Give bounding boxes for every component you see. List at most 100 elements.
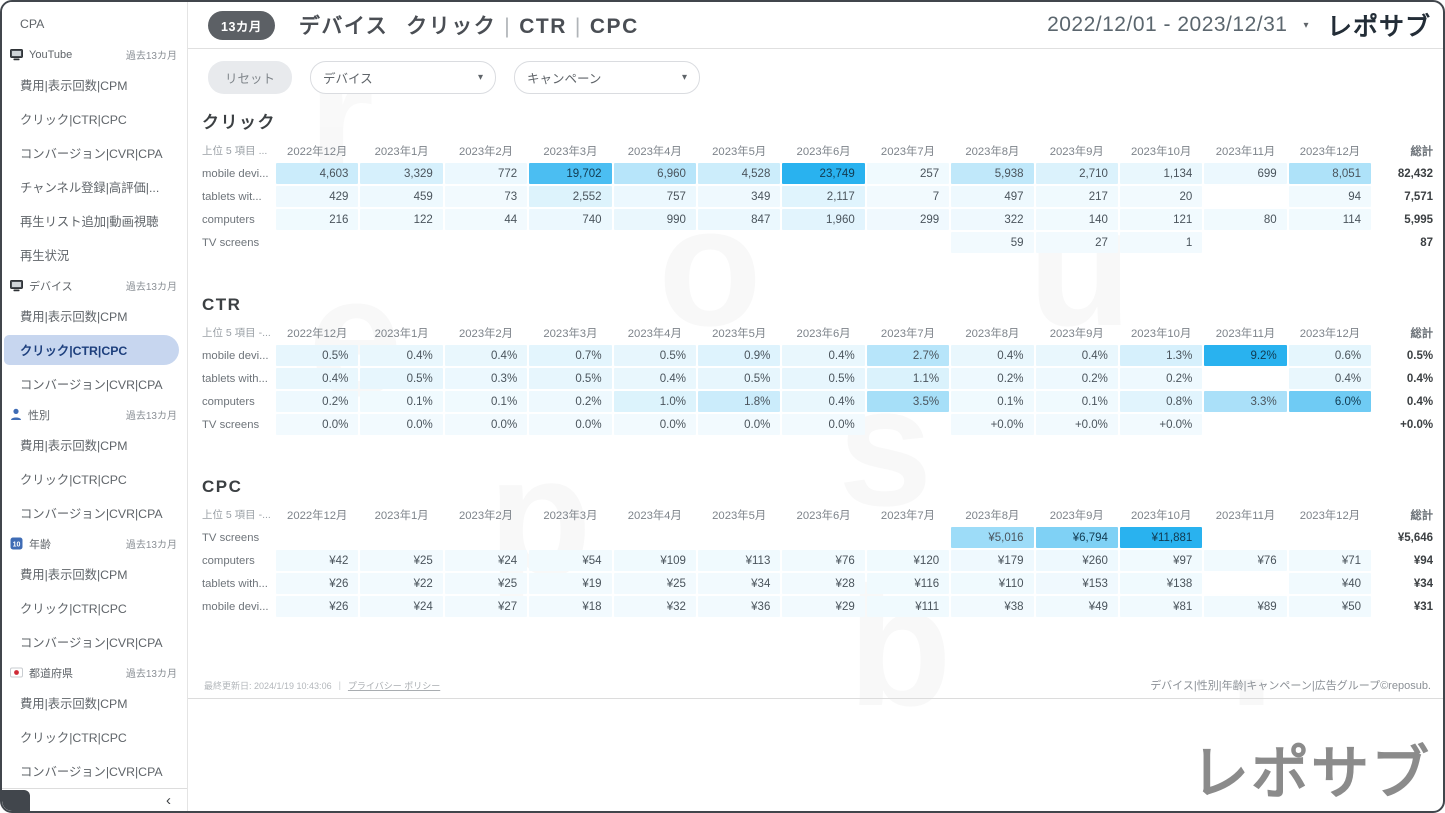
data-cell[interactable] [614, 232, 696, 253]
data-cell[interactable]: 257 [866, 163, 950, 184]
data-cell[interactable]: 0.0% [276, 414, 359, 435]
data-cell[interactable]: ¥26 [276, 596, 359, 617]
data-cell[interactable] [445, 527, 527, 548]
sidebar-item[interactable]: コンバージョン|CVR|CPA [20, 765, 163, 779]
row-label[interactable]: computers [202, 395, 255, 408]
data-cell[interactable]: 0.0% [360, 414, 443, 435]
sidebar-item[interactable]: コンバージョン|CVR|CPA [20, 378, 163, 392]
data-cell[interactable] [1289, 232, 1371, 253]
data-cell[interactable]: ¥18 [529, 596, 612, 617]
data-cell[interactable] [1204, 186, 1286, 207]
data-cell[interactable]: 1.1% [866, 368, 950, 389]
data-cell[interactable] [782, 232, 864, 253]
data-cell[interactable]: 59 [951, 232, 1034, 253]
data-cell[interactable]: 0.2% [1035, 368, 1118, 389]
row-label[interactable]: mobile devi... [202, 600, 269, 613]
data-cell[interactable] [1289, 527, 1371, 548]
sidebar-item[interactable]: コンバージョン|CVR|CPA [20, 636, 163, 650]
sidebar-item[interactable]: コンバージョン|CVR|CPA [20, 147, 163, 161]
data-cell[interactable] [867, 414, 949, 435]
data-cell[interactable]: ¥113 [697, 550, 781, 571]
data-cell[interactable]: 8,051 [1288, 163, 1372, 184]
data-cell[interactable]: ¥120 [866, 550, 950, 571]
data-cell[interactable]: ¥11,881 [1119, 527, 1203, 548]
data-cell[interactable] [698, 232, 780, 253]
data-cell[interactable]: 0.1% [444, 391, 528, 412]
data-cell[interactable]: ¥111 [866, 596, 950, 617]
row-label[interactable]: computers [202, 213, 255, 226]
data-cell[interactable]: 2,710 [1035, 163, 1118, 184]
data-cell[interactable] [529, 232, 611, 253]
data-cell[interactable]: 0.4% [276, 368, 359, 389]
data-cell[interactable] [360, 527, 442, 548]
data-cell[interactable]: 1,960 [782, 209, 865, 230]
data-cell[interactable]: 1,134 [1119, 163, 1203, 184]
data-cell[interactable] [1289, 414, 1371, 435]
row-label[interactable]: TV screens [202, 531, 260, 544]
data-cell[interactable]: 0.7% [529, 345, 612, 366]
date-range-picker[interactable]: 2022/12/01 - 2023/12/31 ▾ [1047, 13, 1309, 37]
data-cell[interactable]: ¥36 [697, 596, 781, 617]
data-cell[interactable]: 757 [613, 186, 696, 207]
data-cell[interactable]: 0.1% [1035, 391, 1118, 412]
data-cell[interactable]: ¥29 [782, 596, 865, 617]
row-label[interactable]: mobile devi... [202, 167, 269, 180]
data-cell[interactable]: ¥109 [613, 550, 696, 571]
row-label[interactable]: TV screens [202, 418, 260, 431]
reset-button[interactable]: リセット [208, 61, 293, 94]
sidebar-item[interactable]: 費用|表示回数|CPM [20, 568, 128, 582]
data-cell[interactable]: 2,552 [529, 186, 612, 207]
sidebar-item[interactable]: 費用|表示回数|CPM [20, 697, 128, 711]
data-cell[interactable]: ¥6,794 [1035, 527, 1118, 548]
sidebar-item[interactable]: クリック|CTR|CPC [20, 113, 127, 127]
data-cell[interactable]: 216 [276, 209, 359, 230]
data-cell[interactable]: 122 [360, 209, 443, 230]
data-cell[interactable]: 0.0% [613, 414, 696, 435]
data-cell[interactable]: ¥25 [613, 573, 696, 594]
data-cell[interactable]: 0.0% [782, 414, 865, 435]
data-cell[interactable]: 0.4% [951, 345, 1034, 366]
data-cell[interactable]: 20 [1119, 186, 1203, 207]
data-cell[interactable]: ¥50 [1288, 596, 1372, 617]
data-cell[interactable]: ¥19 [529, 573, 612, 594]
data-cell[interactable]: 349 [697, 186, 781, 207]
data-cell[interactable] [782, 527, 864, 548]
data-cell[interactable]: ¥38 [951, 596, 1034, 617]
data-cell[interactable]: 6,960 [613, 163, 696, 184]
campaign-filter-dropdown[interactable]: キャンペーン ▾ [514, 61, 701, 94]
data-cell[interactable]: 0.4% [444, 345, 528, 366]
data-cell[interactable]: 0.4% [613, 368, 696, 389]
data-cell[interactable] [1204, 232, 1286, 253]
data-cell[interactable]: 121 [1119, 209, 1203, 230]
data-cell[interactable]: 0.0% [697, 414, 781, 435]
data-cell[interactable]: 0.5% [360, 368, 443, 389]
privacy-policy-link[interactable]: プライバシー ポリシー [347, 680, 441, 691]
data-cell[interactable]: 94 [1288, 186, 1372, 207]
sidebar-item[interactable]: チャンネル登録|高評価|... [20, 181, 160, 195]
data-cell[interactable]: ¥153 [1035, 573, 1118, 594]
data-cell[interactable]: 0.4% [1035, 345, 1118, 366]
data-cell[interactable]: ¥49 [1035, 596, 1118, 617]
data-cell[interactable]: 114 [1288, 209, 1372, 230]
data-cell[interactable]: 0.1% [951, 391, 1034, 412]
device-filter-dropdown[interactable]: デバイス ▾ [310, 61, 497, 94]
data-cell[interactable]: ¥81 [1119, 596, 1203, 617]
data-cell[interactable]: 1 [1119, 232, 1203, 253]
data-cell[interactable]: ¥260 [1035, 550, 1118, 571]
data-cell[interactable]: ¥76 [1204, 550, 1287, 571]
data-cell[interactable]: 80 [1204, 209, 1287, 230]
data-cell[interactable]: 0.6% [1288, 345, 1372, 366]
data-cell[interactable] [1204, 368, 1286, 389]
data-cell[interactable]: 459 [360, 186, 443, 207]
data-cell[interactable]: 0.5% [782, 368, 865, 389]
collapse-chevron-icon[interactable]: ‹ [166, 791, 171, 809]
data-cell[interactable]: 27 [1035, 232, 1118, 253]
sidebar-item[interactable]: クリック|CTR|CPC [20, 473, 127, 487]
data-cell[interactable]: 699 [1204, 163, 1287, 184]
sidebar-item[interactable]: クリック|CTR|CPC [20, 731, 127, 745]
data-cell[interactable] [445, 232, 527, 253]
data-cell[interactable]: 0.5% [697, 368, 781, 389]
data-cell[interactable]: 0.1% [360, 391, 443, 412]
data-cell[interactable] [529, 527, 611, 548]
sidebar-item[interactable]: 再生状況 [20, 249, 70, 263]
